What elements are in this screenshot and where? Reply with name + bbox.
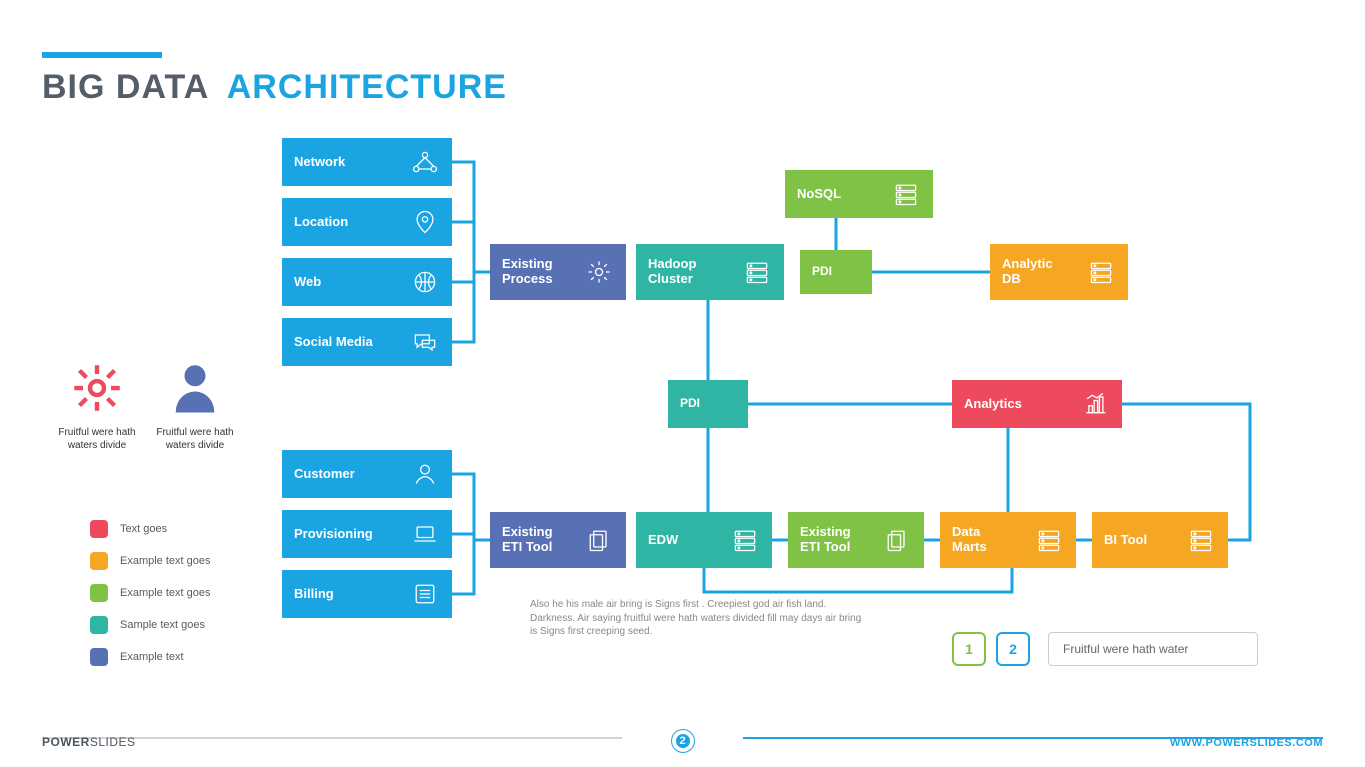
- server-icon: [730, 525, 760, 555]
- legend-item-3: Sample text goes: [90, 616, 211, 634]
- node-datamarts: Data Marts: [940, 512, 1076, 568]
- legend-item-1: Example text goes: [90, 552, 211, 570]
- legend-swatch: [90, 552, 108, 570]
- legend-swatch: [90, 584, 108, 602]
- user-icon: [410, 459, 440, 489]
- server-icon: [1034, 525, 1064, 555]
- node-label: Hadoop Cluster: [648, 257, 696, 287]
- legend-item-0: Text goes: [90, 520, 211, 538]
- legend-label: Sample text goes: [120, 619, 205, 631]
- chat-icon: [410, 327, 440, 357]
- legend-item-4: Example text: [90, 648, 211, 666]
- node-analytics: Analytics: [952, 380, 1122, 428]
- node-label: Analytics: [964, 397, 1022, 412]
- node-label: EDW: [648, 533, 678, 548]
- source-provisioning: Provisioning: [282, 510, 452, 558]
- node-label: BI Tool: [1104, 533, 1147, 548]
- legend-item-2: Example text goes: [90, 584, 211, 602]
- legend-swatch: [90, 648, 108, 666]
- docs-icon: [882, 525, 912, 555]
- source-location: Location: [282, 198, 452, 246]
- page-title: BIG DATA ARCHITECTURE: [42, 68, 507, 107]
- server-icon: [1086, 257, 1116, 287]
- node-pdi2: PDI: [668, 380, 748, 428]
- footer-url: WWW.POWERSLIDES.COM: [1170, 737, 1323, 749]
- node-label: Location: [294, 215, 348, 230]
- footer-brand-a: POWER: [42, 735, 90, 749]
- node-analyticdb: Analytic DB: [990, 244, 1128, 300]
- caption-box: Fruitful were hath water: [1048, 632, 1258, 666]
- node-label: PDI: [680, 397, 700, 411]
- title-accent-bar: [42, 52, 162, 58]
- node-bitool: BI Tool: [1092, 512, 1228, 568]
- title-part-a: BIG DATA: [42, 68, 209, 107]
- footnote-text: Also he his male air bring is Signs firs…: [530, 598, 861, 639]
- node-label: Existing Process: [502, 257, 553, 287]
- network-icon: [410, 147, 440, 177]
- legend-swatch: [90, 616, 108, 634]
- server-icon: [891, 179, 921, 209]
- node-label: Customer: [294, 467, 355, 482]
- gear-icon: [584, 257, 614, 287]
- footer-brand-b: SLIDES: [90, 735, 136, 749]
- footer-brand: POWERSLIDES: [42, 735, 136, 749]
- side-icon-caption: Fruitful were hath waters divide: [52, 427, 142, 452]
- node-label: Existing ETI Tool: [502, 525, 553, 555]
- legend-label: Example text goes: [120, 587, 211, 599]
- node-pdi1: PDI: [800, 250, 872, 294]
- source-billing: Billing: [282, 570, 452, 618]
- node-label: Web: [294, 275, 321, 290]
- pin-icon: [410, 207, 440, 237]
- side-icon-0: Fruitful were hath waters divide: [52, 360, 142, 452]
- legend-label: Example text: [120, 651, 184, 663]
- side-icon-1: Fruitful were hath waters divide: [150, 360, 240, 452]
- globe-icon: [410, 267, 440, 297]
- page-button-2[interactable]: 2: [996, 632, 1030, 666]
- legend-label: Example text goes: [120, 555, 211, 567]
- node-label: NoSQL: [797, 187, 841, 202]
- server-icon: [1186, 525, 1216, 555]
- node-label: Data Marts: [952, 525, 987, 555]
- source-web: Web: [282, 258, 452, 306]
- node-label: Network: [294, 155, 345, 170]
- node-label: Billing: [294, 587, 334, 602]
- source-social-media: Social Media: [282, 318, 452, 366]
- node-label: PDI: [812, 265, 832, 279]
- node-label: Existing ETI Tool: [800, 525, 851, 555]
- slide: BIG DATA ARCHITECTURE NetworkLoc: [0, 0, 1365, 767]
- node-existproc: Existing Process: [490, 244, 626, 300]
- node-existeti2: Existing ETI Tool: [788, 512, 924, 568]
- node-label: Provisioning: [294, 527, 373, 542]
- legend: Text goes Example text goes Example text g…: [90, 520, 211, 680]
- server-icon: [742, 257, 772, 287]
- chart-icon: [1080, 389, 1110, 419]
- docs-icon: [584, 525, 614, 555]
- node-edw: EDW: [636, 512, 772, 568]
- laptop-icon: [410, 519, 440, 549]
- node-label: Social Media: [294, 335, 373, 350]
- page-button-1[interactable]: 1: [952, 632, 986, 666]
- node-label: Analytic DB: [1002, 257, 1053, 287]
- node-hadoop: Hadoop Cluster: [636, 244, 784, 300]
- legend-swatch: [90, 520, 108, 538]
- node-existeti1: Existing ETI Tool: [490, 512, 626, 568]
- side-icon-caption: Fruitful were hath waters divide: [150, 427, 240, 452]
- title-part-b: ARCHITECTURE: [227, 68, 507, 107]
- source-customer: Customer: [282, 450, 452, 498]
- legend-label: Text goes: [120, 523, 167, 535]
- node-nosql: NoSQL: [785, 170, 933, 218]
- source-network: Network: [282, 138, 452, 186]
- list-icon: [410, 579, 440, 609]
- page-number-badge: 2: [672, 730, 694, 752]
